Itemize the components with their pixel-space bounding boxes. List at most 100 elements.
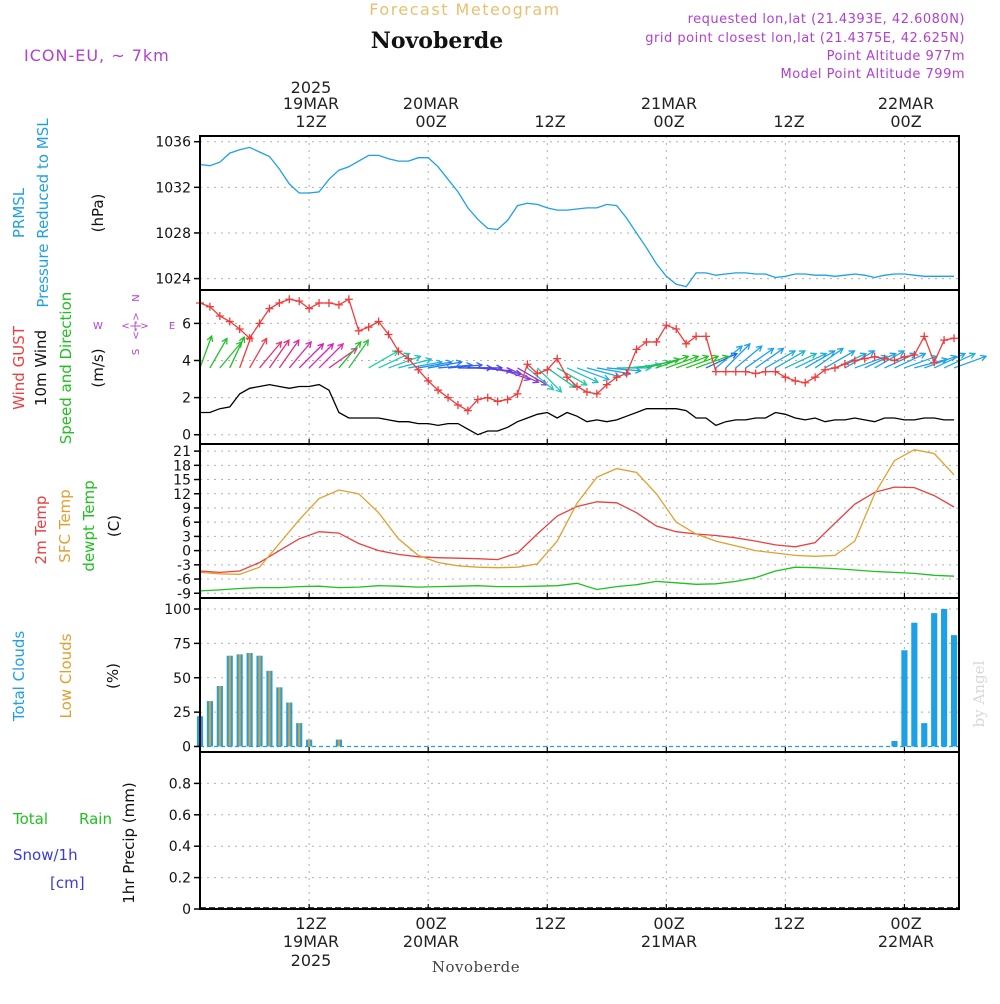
marks-layer <box>199 146 954 288</box>
total-cloud-bar <box>901 650 908 747</box>
wind-arrow-head <box>682 354 690 362</box>
gust-marker <box>840 360 849 369</box>
top-label-line1: 2025 <box>291 78 332 97</box>
gust-marker <box>721 367 730 376</box>
bottom-label-line1: 00Z <box>890 914 921 933</box>
gust-marker <box>444 393 453 402</box>
wind-arrow-head <box>712 354 720 362</box>
gust-marker <box>285 295 294 304</box>
wind-arrow <box>318 343 344 369</box>
wind-arrow-head <box>354 340 362 348</box>
wind-arrow-head <box>476 361 484 369</box>
series-line <box>200 383 954 436</box>
gust-marker <box>394 347 403 356</box>
y-tick-label: 1028 <box>155 226 191 242</box>
wind-arrow <box>775 350 806 369</box>
low-cloud-bar <box>208 701 211 747</box>
wind-arrow-head <box>317 342 325 350</box>
wind-arrow-head <box>868 350 876 357</box>
pressure-unit-label: (hPa) <box>89 194 107 233</box>
y-tick-label: 75 <box>173 636 191 652</box>
y-tick-label: 6 <box>182 515 191 531</box>
gust-marker <box>761 367 770 376</box>
y-tick-label: 1032 <box>155 180 191 196</box>
top-label-line3: 00Z <box>890 112 921 131</box>
gust-marker <box>791 376 800 385</box>
bottom-label-line2: 19MAR <box>283 932 339 951</box>
compass-east: E <box>169 321 175 332</box>
grid-layer <box>200 136 959 290</box>
wind-arrow-head <box>275 340 283 348</box>
wind-arrow <box>666 355 699 369</box>
wind-arrow-head <box>261 337 268 345</box>
wind-panel: 0 2 4 6 <box>182 289 988 445</box>
low-cloud-bar <box>218 686 221 747</box>
panel-frame <box>199 443 960 599</box>
wind-arrow <box>308 343 334 369</box>
wind-arrow-head <box>293 338 300 347</box>
wind-arrow-head <box>403 352 411 359</box>
total-label: Total <box>12 810 48 828</box>
gust-marker <box>573 382 582 391</box>
wind-arrow-head <box>767 347 775 355</box>
wind-arrow-head <box>788 350 797 357</box>
y-tick-label: 0.4 <box>169 839 191 855</box>
wind-arrow <box>229 336 245 369</box>
temp-2m-label: 2m Temp <box>32 496 50 565</box>
gust-marker <box>424 376 433 385</box>
bottom-label-line1: 00Z <box>653 914 684 933</box>
precip-panel: 0 0.2 0.4 0.6 0.8 <box>169 751 960 918</box>
wind-arrow <box>914 358 948 369</box>
wind-arrow <box>507 367 539 383</box>
wind-arrow-head <box>555 386 563 393</box>
top-label-line2: 21MAR <box>641 94 697 113</box>
wind-arrow-head <box>743 342 751 350</box>
y-tick-label: 100 <box>164 602 191 618</box>
gust-marker <box>950 334 959 343</box>
low-cloud-bar <box>228 655 231 747</box>
gust-marker <box>523 360 532 369</box>
wind-arrow-head <box>327 342 335 350</box>
gust-marker <box>702 332 710 341</box>
panel-frame <box>199 135 960 291</box>
gust-marker <box>801 378 810 387</box>
bottom-label-line1: 12Z <box>773 914 804 933</box>
wind-arrow <box>735 345 763 369</box>
wind-arrow <box>398 358 432 369</box>
wind-arrow-head <box>425 357 433 364</box>
footer-location: Novoberde <box>432 958 520 976</box>
gust-marker <box>830 363 839 372</box>
bottom-label-line1: 00Z <box>415 914 446 933</box>
wind-arrow-head <box>836 347 845 355</box>
gust-marker <box>900 352 909 361</box>
wind-arrow <box>546 367 576 388</box>
requested-coords: requested lon,lat (21.4393E, 42.6080N) <box>688 12 965 27</box>
gust-marker <box>563 373 572 382</box>
y-tick-label: 18 <box>173 458 191 474</box>
gust-marker <box>414 365 423 374</box>
total-cloud-bar <box>921 723 928 747</box>
wind-arrow <box>566 367 599 383</box>
rain-label: Rain <box>79 810 112 828</box>
wind-arrow <box>338 341 362 369</box>
y-tick-label: 4 <box>182 354 191 370</box>
gust-marker <box>592 389 601 398</box>
gust-marker <box>930 358 939 367</box>
gust-marker <box>821 365 830 374</box>
wind-arrow-head <box>979 354 988 362</box>
grid-point-coords: grid point closest lon,lat (21.4375E, 42… <box>645 31 965 46</box>
y-tick-label: 6 <box>182 316 191 332</box>
wind-arrow <box>586 367 620 378</box>
y-tick-label: 1024 <box>155 272 191 288</box>
wind-arrow <box>804 350 835 369</box>
series-line <box>199 566 955 592</box>
wind-arrow <box>298 343 324 369</box>
top-label-line3: 00Z <box>415 112 446 131</box>
wind-arrow <box>924 355 957 369</box>
y-tick-label: 9 <box>182 501 191 517</box>
gust-marker <box>374 317 383 326</box>
barbs-layer <box>199 334 988 393</box>
wind-arrow-head <box>466 361 474 369</box>
gust-marker <box>404 354 413 363</box>
wind-arrow-head <box>777 347 785 355</box>
